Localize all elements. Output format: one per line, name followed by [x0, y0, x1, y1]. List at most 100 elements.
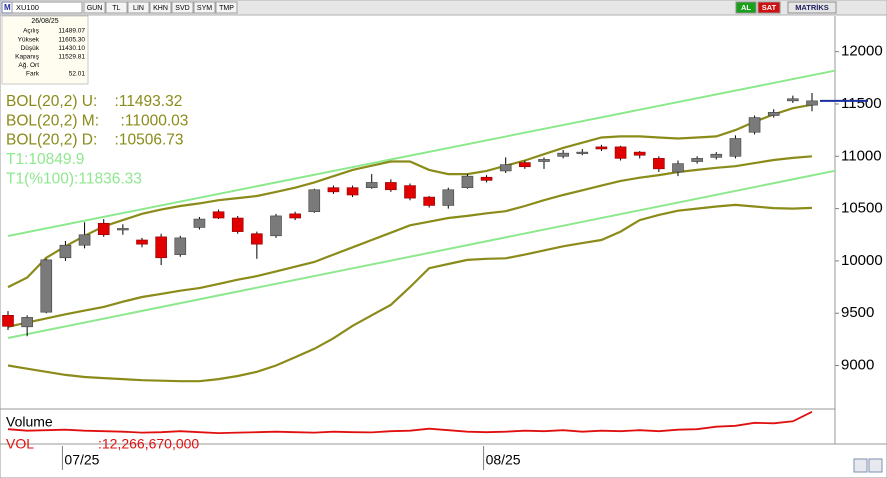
info-label: Yüksek: [18, 36, 40, 43]
toolbar-button-label: GUN: [87, 5, 103, 12]
volume-pane: Volume VOL :12,266,670,000: [6, 410, 813, 452]
toolbar-button[interactable]: [215, 1, 238, 14]
toolbar-buttons: GUN TL LIN KHN SVD SYM TMP: [83, 1, 238, 14]
volume-name: VOL: [6, 436, 34, 452]
band-line: [7, 203, 813, 383]
toolbar-button-label: TMP: [219, 5, 234, 12]
volume-line: [7, 410, 813, 435]
candle-body: [595, 146, 608, 150]
toolbar-action[interactable]: [757, 1, 781, 14]
candle-body: [748, 117, 761, 133]
candle-body: [117, 228, 129, 231]
candle-body: [136, 239, 148, 245]
plot: [2, 69, 835, 383]
x-tick-label: 07/25: [64, 452, 99, 468]
toolbar-button[interactable]: [149, 1, 172, 14]
x-tick-label: 08/25: [486, 452, 521, 468]
candle-body: [97, 222, 110, 236]
toolbar-action-label: MATRİKS: [795, 3, 829, 12]
volume-title: Volume: [6, 414, 53, 430]
candle-body: [212, 211, 225, 219]
y-tick-label: 11000: [841, 147, 882, 164]
toolbar-button-label: SVD: [175, 5, 189, 12]
settings-button[interactable]: [868, 458, 883, 473]
candle-body: [633, 151, 646, 156]
candle-body: [327, 187, 340, 193]
candle-body: [59, 244, 72, 259]
candle-body: [519, 162, 531, 168]
symbol-box[interactable]: [11, 1, 83, 14]
legend-entry: T1:10849.9: [6, 151, 84, 168]
y-tick-label: 12000: [841, 43, 883, 60]
candle-body: [442, 189, 455, 206]
candle-body: [78, 234, 91, 246]
toolbar-action-label: SAT: [762, 3, 777, 12]
candle-body: [767, 112, 780, 116]
legend-entry: BOL(20,2) U: :11493.32: [6, 93, 182, 110]
candle-body: [576, 151, 589, 154]
toolbar-button[interactable]: [105, 1, 128, 14]
candle-body: [251, 233, 263, 245]
candle-body: [557, 152, 569, 157]
candle-body: [346, 187, 359, 196]
candle-body: [672, 163, 684, 173]
toolbar-button[interactable]: [193, 1, 216, 14]
candle-body: [404, 185, 416, 199]
candle-body: [653, 158, 665, 170]
candle-body: [2, 315, 14, 327]
candle-body: [308, 189, 321, 213]
info-label: Düşük: [21, 45, 40, 52]
trend-line: [7, 169, 835, 339]
candle-body: [729, 138, 742, 157]
candle-body: [614, 146, 627, 159]
info-value: 11489.07: [58, 28, 85, 35]
info-bg: [1, 15, 89, 85]
toolbar-button-label: SYM: [197, 5, 212, 12]
toolbar-button[interactable]: [83, 1, 106, 14]
info-value: 11605.30: [58, 36, 85, 43]
info-label: Açılış: [23, 28, 40, 35]
candle-body: [538, 159, 550, 162]
info-label: Ağ. Ort: [18, 62, 39, 69]
info-value: 11529.81: [58, 54, 85, 61]
y-tick-label: 11500: [841, 95, 882, 112]
info-box: 26/08/25 Açılış 11489.07 Yüksek 11605.30 Düşü…: [1, 15, 89, 85]
legend-entry: BOL(20,2) M: :11000.03: [6, 112, 188, 129]
y-tick-label: 10500: [841, 200, 883, 217]
toolbar-button-label: TL: [112, 5, 120, 12]
candle-body: [231, 217, 244, 232]
zoom-button[interactable]: [853, 458, 868, 473]
candle-body: [499, 164, 512, 172]
candle-body: [691, 158, 703, 162]
candle-body: [423, 196, 435, 206]
volume-value: :12,266,670,000: [98, 436, 199, 452]
toolbar-action[interactable]: [735, 1, 757, 14]
y-tick-label: 10000: [841, 252, 883, 269]
toolbar-button[interactable]: [171, 1, 194, 14]
toolbar-button-label: KHN: [153, 5, 168, 12]
symbol: XU100: [16, 3, 39, 12]
info-value: 52.01: [69, 71, 86, 78]
toolbar-action[interactable]: [787, 1, 837, 14]
candle-body: [155, 236, 167, 259]
candle-body: [40, 259, 53, 313]
candle-body: [21, 317, 33, 328]
legend-entry: BOL(20,2) D: :10506.73: [6, 132, 184, 149]
toolbar-action-label: AL: [741, 3, 751, 12]
candle-body: [806, 100, 818, 106]
trend-line: [7, 69, 835, 237]
candle-body: [174, 237, 187, 255]
menu-letter: M: [4, 3, 11, 12]
candle-body: [270, 215, 282, 237]
x-axis: 07/25 08/25: [61, 446, 521, 470]
info-label: Kapanış: [15, 54, 40, 61]
toolbar-button-label: LIN: [133, 5, 144, 12]
candle-body: [710, 153, 723, 158]
candle-body: [289, 213, 301, 219]
info-date: 26/08/25: [31, 18, 58, 25]
candle-body: [480, 176, 493, 181]
toolbar-button[interactable]: [127, 1, 150, 14]
